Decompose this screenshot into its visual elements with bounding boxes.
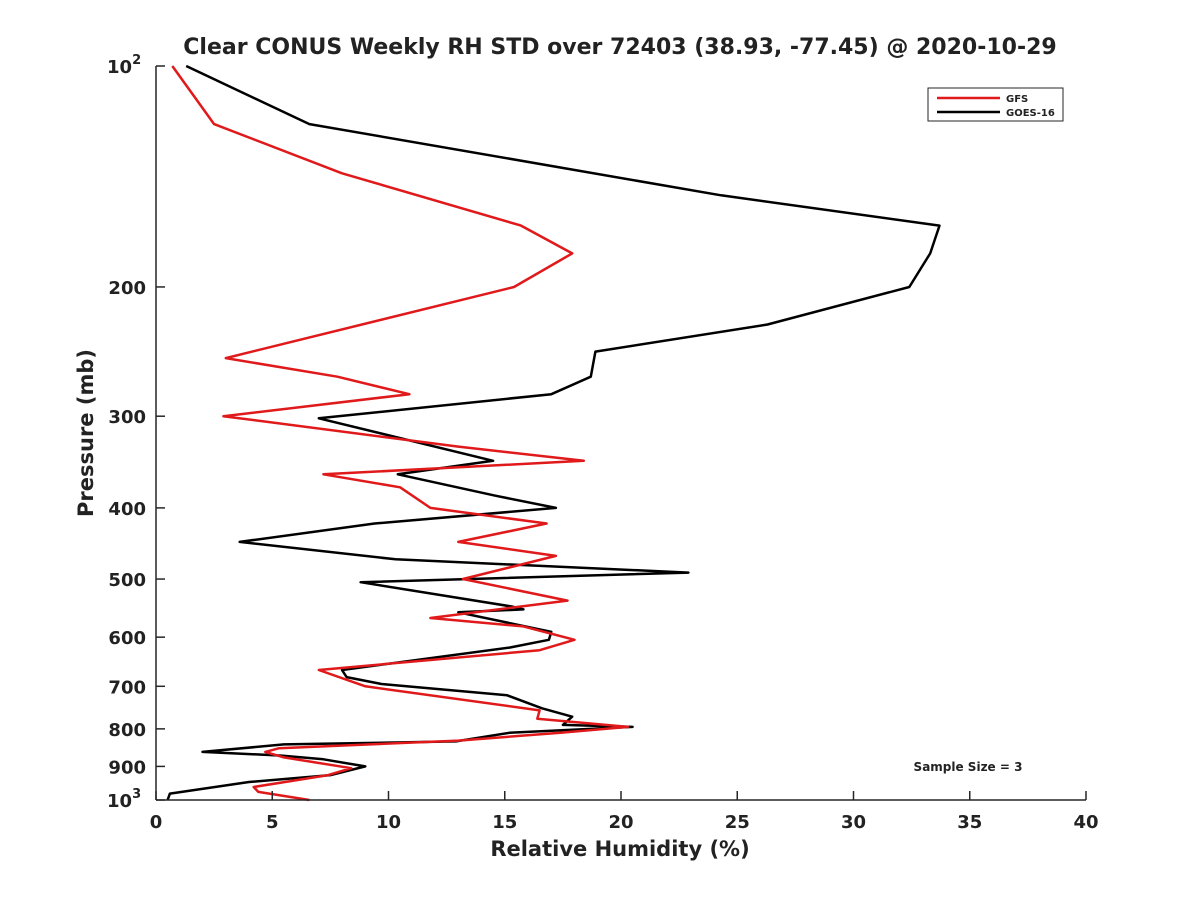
legend-entries: GFS GOES-16 xyxy=(937,94,1055,119)
y-tick-label-power: 102 xyxy=(107,53,141,78)
series-line-goes-16 xyxy=(166,64,941,801)
x-tick-label: 20 xyxy=(608,812,633,833)
chart-title: Clear CONUS Weekly RH STD over 72403 (38… xyxy=(183,35,1056,60)
y-tick-label-base: 10 xyxy=(107,57,132,78)
y-tick-label: 300 xyxy=(108,407,146,428)
legend-box xyxy=(927,87,1064,122)
y-tick-label-exponent: 2 xyxy=(132,53,141,68)
x-axis-label: Relative Humidity (%) xyxy=(490,837,749,861)
legend-label: GOES-16 xyxy=(1006,108,1055,119)
x-tick-label: 0 xyxy=(150,812,163,833)
y-tick-label-base: 10 xyxy=(107,791,132,812)
y-tick-label: 700 xyxy=(108,677,146,698)
y-axis-label: Pressure (mb) xyxy=(74,349,98,517)
legend: GFS GOES-16 xyxy=(927,87,1064,122)
x-tick-label: 35 xyxy=(957,812,982,833)
series-layer xyxy=(166,64,941,802)
sample-size-annotation: Sample Size = 3 xyxy=(914,760,1023,774)
y-tick-label: 600 xyxy=(108,628,146,649)
x-tick-label: 10 xyxy=(376,812,401,833)
x-tick-label: 15 xyxy=(492,812,517,833)
y-tick-label: 500 xyxy=(108,570,146,591)
y-tick-label: 800 xyxy=(108,720,146,741)
legend-label: GFS xyxy=(1006,94,1028,105)
x-tick-label: 40 xyxy=(1073,812,1098,833)
x-tick-label: 25 xyxy=(725,812,750,833)
y-tick-label: 900 xyxy=(108,757,146,778)
y-tick-label: 400 xyxy=(108,499,146,520)
x-tick-label: 30 xyxy=(841,812,866,833)
y-tick-label-power: 103 xyxy=(107,787,141,812)
x-tick-label: 5 xyxy=(266,812,279,833)
y-tick-label-exponent: 3 xyxy=(132,787,141,802)
x-ticks: 0 5 10 15 20 25 30 35 40 xyxy=(150,791,1099,833)
series-line-gfs xyxy=(171,65,630,802)
y-tick-label: 200 xyxy=(108,278,146,299)
